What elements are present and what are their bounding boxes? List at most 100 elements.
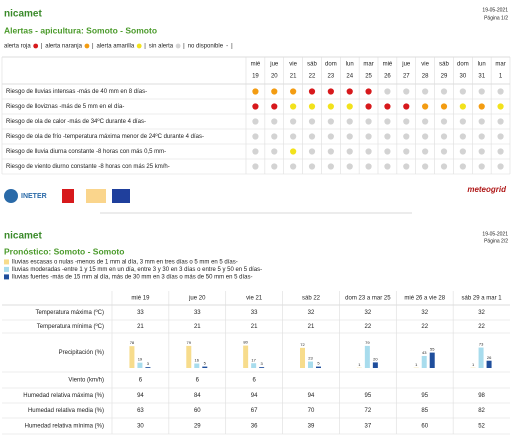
cell-value: 32 [365, 310, 372, 316]
alert-dot [497, 148, 504, 155]
alert-dot [478, 133, 485, 140]
alert-dot [271, 163, 278, 170]
day-name: lun [346, 62, 354, 68]
alert-dot [346, 133, 353, 140]
alert-dot [308, 148, 316, 155]
precip-label: 55 [430, 347, 435, 352]
footer-logo: meteogrid [467, 185, 507, 194]
day-name: mar [495, 62, 505, 68]
precip-label: 1 [415, 362, 418, 367]
day-name: sáb [307, 62, 317, 68]
cell-value: 33 [137, 310, 144, 316]
legend-separator: | [183, 44, 185, 50]
alert-dot [478, 88, 485, 95]
legend-symbol: - [226, 44, 228, 50]
cell-value: 21 [137, 324, 144, 330]
day-name: lun [478, 62, 486, 68]
precip-label: 3 [261, 361, 264, 366]
column-header: dom 23 a mar 25 [345, 296, 391, 302]
precip-label: 79 [187, 340, 192, 345]
alert-dot [459, 88, 466, 95]
day-name: dom [457, 62, 469, 68]
alert-dot [478, 163, 485, 170]
cell-value: 85 [421, 408, 428, 414]
cell-value: 21 [251, 324, 258, 330]
precip-bar [316, 366, 321, 368]
legend-label: lluvias escasas o nulas -menos de 1 mm a… [12, 260, 238, 266]
precip-bar [259, 367, 265, 368]
precip-label: 43 [422, 350, 427, 355]
alert-dot [308, 163, 316, 170]
legend-separator: | [92, 44, 94, 50]
alert-dot [422, 118, 429, 125]
alert-dot [271, 148, 278, 155]
cell-value: 30 [137, 424, 144, 430]
alert-dot [327, 133, 334, 140]
day-number: 25 [365, 74, 372, 80]
alert-dot [459, 148, 466, 155]
cell-value: 52 [478, 424, 485, 430]
precip-label: 19 [138, 357, 143, 362]
day-number: 29 [441, 74, 448, 80]
alert-dot [422, 103, 429, 110]
alert-dot [308, 88, 316, 95]
precip-label: 80 [243, 340, 248, 345]
cell-value: 95 [365, 393, 372, 399]
legend-label: lluvias fuertes -más de 15 mm al día, má… [12, 275, 252, 281]
precip-bar [251, 363, 257, 368]
title: Alertas - apicultura: Somoto - Somoto [4, 25, 157, 35]
row-label: Precipitación (%) [59, 350, 104, 356]
alert-dot [403, 118, 410, 125]
legend-dot [84, 43, 90, 49]
cell-value: 94 [308, 393, 315, 399]
precip-bar [300, 347, 305, 368]
row-label: Temperatura máxima (ºC) [35, 309, 104, 316]
legend-swatch [4, 266, 9, 272]
coop-logo [62, 189, 74, 203]
cell-value: 60 [421, 424, 428, 430]
cell-value: 32 [308, 310, 315, 316]
precip-label: 5 [204, 361, 207, 366]
day-name: vie [289, 62, 297, 68]
alert-dot [384, 118, 391, 125]
alert-dot [440, 118, 448, 125]
precip-label: 1 [472, 362, 475, 367]
alert-dot [422, 88, 429, 95]
alert-dot [497, 163, 504, 170]
cell-value: 94 [137, 393, 144, 399]
alert-dot [440, 163, 448, 170]
alert-dot [365, 88, 372, 95]
cell-value: 60 [194, 408, 201, 414]
cell-value: 32 [421, 310, 428, 316]
legend-separator: | [41, 44, 43, 50]
risk-label: Riesgo de viento diurno constante -8 hor… [6, 164, 170, 170]
day-number: 24 [346, 74, 353, 80]
alert-dot [440, 148, 448, 155]
alert-dot [346, 118, 353, 125]
precip-bar [129, 346, 135, 368]
alert-dot [290, 103, 297, 110]
alert-dot [290, 163, 297, 170]
alert-dot [384, 148, 391, 155]
alert-dot [478, 118, 485, 125]
row-label: Temperatura mínima (ºC) [37, 323, 104, 330]
logo: nicamet [4, 231, 42, 242]
alert-dot [327, 163, 334, 170]
day-number: 31 [478, 74, 485, 80]
cell-value: 22 [365, 324, 372, 330]
legend-label: no disponible [188, 44, 224, 50]
legend-label: alerta amarilla [97, 44, 135, 50]
precip-bar [429, 352, 435, 368]
alert-dot [403, 148, 410, 155]
precip-label: 3 [147, 361, 150, 366]
cell-value: 21 [194, 324, 201, 330]
alert-dot [497, 103, 504, 110]
alert-dot [252, 133, 259, 140]
alert-dot [308, 118, 316, 125]
alert-dot [403, 163, 410, 170]
cell-value: 67 [251, 408, 258, 414]
legend-label: lluvias moderadas -entre 1 y 15 mm en un… [12, 267, 262, 273]
alert-dot [478, 103, 485, 110]
day-name: mar [363, 62, 373, 68]
day-number: 21 [290, 74, 297, 80]
